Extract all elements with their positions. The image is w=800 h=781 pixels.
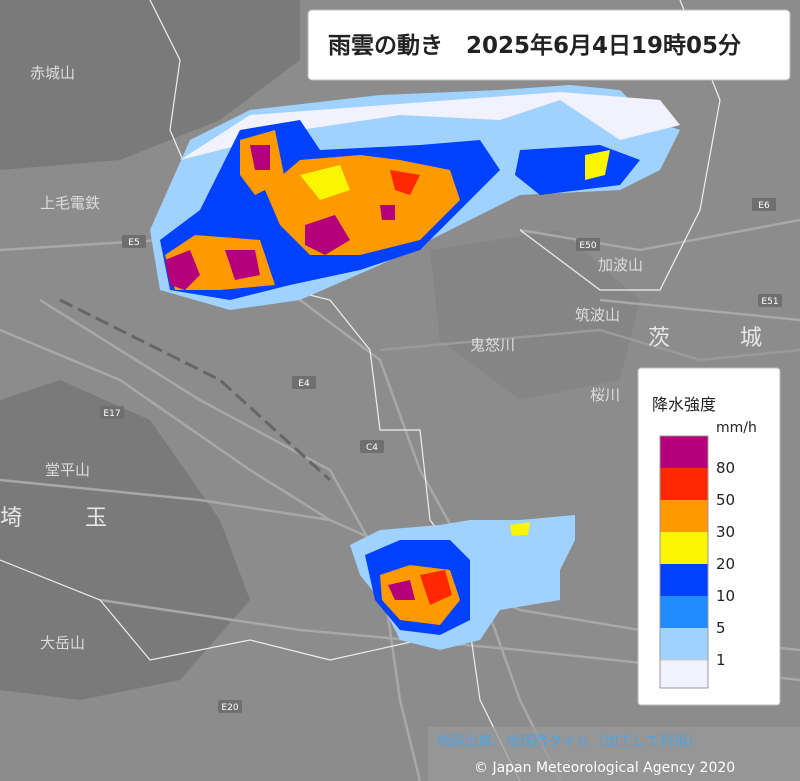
road-marker: C4 [366, 443, 378, 453]
legend-frame [659, 435, 709, 689]
legend-swatch [660, 468, 708, 500]
legend-label: 1 [716, 651, 726, 669]
place-labels: 赤城山 上毛電鉄 加波山 筑波山 茨 城 玉 埼 大岳山 堂平山 桜川 鬼怒川 [0, 64, 762, 652]
legend-label: 80 [716, 459, 735, 477]
legend-title: 降水強度 [652, 395, 716, 414]
title-box: 雨雲の動き 2025年6月4日19時05分 [307, 9, 791, 81]
legend: 降水強度 mm/h 80 50 30 20 10 5 1 [637, 367, 781, 706]
road-marker-box [292, 376, 316, 389]
place-label: 赤城山 [30, 64, 75, 82]
terrain [0, 0, 300, 700]
legend-swatch [659, 659, 709, 689]
road-marker: E17 [103, 409, 120, 419]
legend-background [637, 367, 781, 706]
legend-label: 5 [716, 619, 726, 637]
place-label: 玉 [85, 506, 107, 531]
attribution-copyright: © Japan Meteorological Agency 2020 [474, 760, 735, 776]
place-label: 大岳山 [40, 634, 85, 652]
legend-label: 20 [716, 555, 735, 573]
legend-label: 50 [716, 491, 735, 509]
place-label: 城 [740, 326, 762, 351]
road-marker: E20 [221, 703, 238, 713]
legend-unit: mm/h [716, 420, 757, 436]
title: 雨雲の動き 2025年6月4日19時05分 [328, 32, 741, 59]
legend-swatch [660, 436, 708, 468]
road-marker-box [218, 700, 242, 713]
road-marker-box [576, 238, 600, 251]
road-marker: E50 [579, 241, 596, 251]
legend-swatch [660, 532, 708, 564]
place-label: 茨 [648, 326, 670, 351]
road-marker-box [758, 294, 782, 307]
road-marker-box [100, 406, 124, 419]
attribution-background [428, 727, 800, 781]
road-marker-box [752, 198, 776, 211]
road-marker: E5 [128, 238, 139, 248]
place-label: 堂平山 [45, 461, 90, 479]
road-markers: E50 E51 E6 E17 E4 C4 E20 E5 [100, 198, 782, 713]
title-background [307, 9, 791, 81]
road-marker-box [122, 235, 146, 248]
place-label: 上毛電鉄 [40, 194, 100, 212]
legend-swatch [660, 564, 708, 596]
attribution-source: 地図出典：地理院タイル（加工して利用） [436, 734, 702, 750]
place-label: 埼 [0, 506, 22, 531]
place-label: 鬼怒川 [470, 336, 515, 354]
legend-swatch [660, 500, 708, 532]
legend-swatch [660, 596, 708, 628]
legend-swatch [660, 628, 708, 660]
place-label: 筑波山 [575, 306, 620, 324]
legend-label: 30 [716, 523, 735, 541]
road-marker: E6 [758, 201, 770, 211]
place-label: 桜川 [590, 386, 620, 404]
road-marker: E4 [298, 379, 310, 389]
place-label: 加波山 [598, 256, 643, 274]
legend-label: 10 [716, 587, 735, 605]
road-marker-box [360, 440, 384, 453]
road-marker: E51 [761, 297, 778, 307]
rain-area [150, 85, 680, 650]
